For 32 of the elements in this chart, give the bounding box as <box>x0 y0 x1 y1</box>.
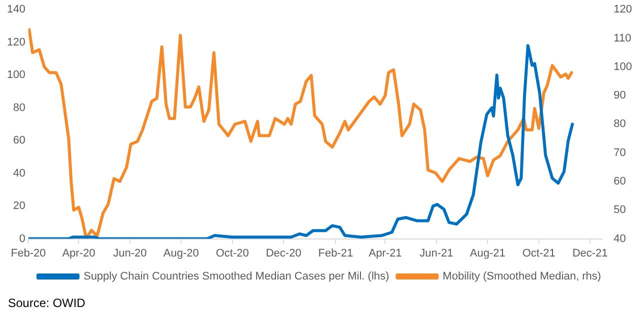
y2-tick-label: 120 <box>614 4 632 16</box>
y-tick-label: 20 <box>13 200 26 212</box>
y2-tick-label: 80 <box>614 118 626 130</box>
y2-tick-label: 90 <box>614 90 626 102</box>
x-tick-label: Apr-21 <box>368 247 402 260</box>
y2-tick-label: 40 <box>614 232 626 245</box>
x-tick-label: Jun-20 <box>113 247 147 260</box>
y-tick-label: 140 <box>6 4 26 16</box>
y-tick-label: 0 <box>19 232 26 245</box>
x-tick-label: Aug-21 <box>470 247 506 260</box>
x-tick-label: Oct-20 <box>216 247 249 260</box>
y-tick-label: 100 <box>6 69 26 82</box>
x-tick-label: Jun-21 <box>420 247 454 260</box>
y-tick-label: 120 <box>6 36 26 48</box>
x-tick-label: Feb-20 <box>10 247 46 260</box>
y2-tick-label: 100 <box>614 60 632 73</box>
y2-tick-label: 50 <box>614 204 626 216</box>
y-tick-label: 80 <box>13 102 26 114</box>
y-tick-label: 60 <box>13 134 26 147</box>
x-tick-label: Dec-20 <box>266 247 302 260</box>
y-tick-label: 40 <box>13 167 26 180</box>
source-note: Source: OWID <box>8 296 86 310</box>
x-tick-label: Aug-20 <box>163 247 199 260</box>
legend-label: Supply Chain Countries Smoothed Median Cases per Mil. (lhs) <box>83 270 390 283</box>
y2-tick-label: 70 <box>614 146 626 159</box>
x-tick-label: Feb-21 <box>318 247 354 260</box>
legend-label: Mobility (Smoothed Median, rhs) <box>442 270 602 283</box>
x-tick-label: Dec-21 <box>572 247 608 260</box>
x-tick-label: Apr-20 <box>62 247 96 260</box>
y2-tick-label: 60 <box>614 176 626 188</box>
x-tick-label: Oct-21 <box>522 247 556 260</box>
y2-tick-label: 110 <box>614 32 632 44</box>
